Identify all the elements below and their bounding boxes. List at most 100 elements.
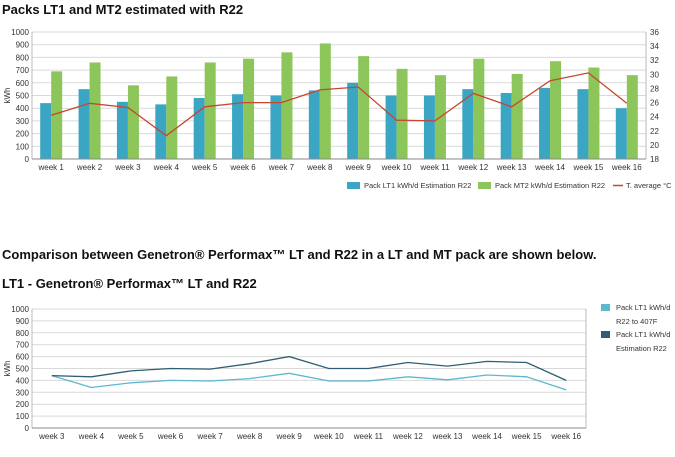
legend-swatch <box>347 182 360 189</box>
bar-lt1 <box>462 89 474 159</box>
legend-label: Pack LT1 kWh/d <box>616 303 670 312</box>
x-tick-label: week 15 <box>511 432 542 441</box>
legend-label: Pack LT1 kWh/d <box>616 330 670 339</box>
x-tick-label: week 2 <box>76 163 103 172</box>
x-tick-label: week 7 <box>196 432 223 441</box>
bar-mt2 <box>588 67 600 159</box>
bar-lt1 <box>500 92 512 159</box>
x-tick-label: week 6 <box>229 163 256 172</box>
bar-lt1 <box>116 101 128 159</box>
y-tick-label: 300 <box>16 388 30 397</box>
x-tick-label: week 11 <box>353 432 384 441</box>
y-axis-label: kWh <box>3 88 12 104</box>
y2-tick-label: 30 <box>650 70 659 79</box>
bar-mt2 <box>319 43 331 159</box>
legend-swatch <box>478 182 491 189</box>
legend-label: Estimation R22 <box>616 344 667 353</box>
y-tick-label: 500 <box>16 92 30 101</box>
x-tick-label: week 12 <box>457 163 488 172</box>
bar-lt1 <box>270 95 282 159</box>
y2-tick-label: 24 <box>650 113 659 122</box>
bar-lt1 <box>385 95 397 159</box>
x-tick-label: week 1 <box>38 163 65 172</box>
x-tick-label: week 4 <box>78 432 105 441</box>
bar-mt2 <box>511 73 523 159</box>
bar-mt2 <box>550 61 562 159</box>
x-tick-label: week 13 <box>432 432 463 441</box>
bar-mt2 <box>127 85 139 159</box>
bar-mt2 <box>166 76 178 159</box>
y-tick-label: 1000 <box>11 305 29 314</box>
x-tick-label: week 14 <box>534 163 565 172</box>
x-tick-label: week 14 <box>471 432 502 441</box>
y2-tick-label: 36 <box>650 28 659 37</box>
bar-lt1 <box>347 82 359 159</box>
y-tick-label: 1000 <box>11 28 29 37</box>
bar-mt2 <box>243 58 255 159</box>
y-tick-label: 800 <box>16 53 30 62</box>
y2-tick-label: 28 <box>650 84 659 93</box>
y-tick-label: 200 <box>16 130 30 139</box>
bar-mt2 <box>396 68 408 159</box>
bar-lt1 <box>615 108 627 159</box>
x-tick-label: week 11 <box>419 163 450 172</box>
chart2-svg: 0 100 200 300 400 500 600 700 800 900 1000 kWh week … <box>3 303 670 441</box>
y-tick-label: 700 <box>16 341 30 350</box>
x-tick-label: week 8 <box>236 432 263 441</box>
y-axis-label: kWh <box>3 361 12 377</box>
legend-label: R22 to 407F <box>616 317 658 326</box>
y-tick-label: 100 <box>16 412 30 421</box>
y-tick-label: 400 <box>16 376 30 385</box>
y-tick-label: 700 <box>16 66 30 75</box>
legend-swatch <box>601 304 610 311</box>
y-tick-label: 200 <box>16 400 30 409</box>
legend-swatch <box>601 331 610 338</box>
y2-tick-label: 26 <box>650 99 659 108</box>
y-tick-label: 100 <box>16 142 30 151</box>
x-tick-label: week 15 <box>573 163 604 172</box>
y2-tick-label: 34 <box>650 42 659 51</box>
bar-lt1 <box>539 87 551 159</box>
x-tick-label: week 16 <box>550 432 581 441</box>
bar-mt2 <box>89 62 101 160</box>
bar-lt1 <box>78 89 90 159</box>
bar-mt2 <box>51 71 63 159</box>
comparison-heading: Comparison between Genetron® Performax™ … <box>2 247 597 262</box>
y2-tick-label: 18 <box>650 155 659 164</box>
chart2-title: LT1 - Genetron® Performax™ LT and R22 <box>2 276 257 291</box>
x-tick-label: week 3 <box>114 163 141 172</box>
temperature-line <box>51 72 628 137</box>
x-tick-label: week 13 <box>496 163 527 172</box>
bar-lt1 <box>232 94 244 159</box>
x-tick-label: week 5 <box>191 163 218 172</box>
y-tick-label: 0 <box>25 155 30 164</box>
x-tick-label: week 9 <box>345 163 372 172</box>
bar-mt2 <box>204 62 216 160</box>
bar-lt1 <box>193 98 205 159</box>
legend-label: Pack LT1 kWh/d Estimation R22 <box>364 181 471 190</box>
series-line-2 <box>51 355 567 381</box>
y2-tick-label: 20 <box>650 141 659 150</box>
x-tick-label: week 8 <box>306 163 333 172</box>
y-tick-label: 600 <box>16 353 30 362</box>
x-tick-label: week 16 <box>611 163 642 172</box>
x-tick-label: week 10 <box>313 432 344 441</box>
legend-label: T. average °C <box>626 181 672 190</box>
y2-tick-label: 22 <box>650 127 659 136</box>
series-line-1 <box>51 372 567 391</box>
x-tick-label: week 6 <box>157 432 184 441</box>
x-tick-label: week 12 <box>392 432 423 441</box>
bar-lt1 <box>40 103 52 159</box>
bar-lt1 <box>577 89 589 159</box>
x-tick-label: week 3 <box>38 432 65 441</box>
y-tick-label: 800 <box>16 329 30 338</box>
bar-mt2 <box>473 58 485 159</box>
y-tick-label: 300 <box>16 117 30 126</box>
chart1-title: Packs LT1 and MT2 estimated with R22 <box>2 2 244 17</box>
x-tick-label: week 10 <box>381 163 412 172</box>
x-tick-label: week 5 <box>117 432 144 441</box>
y-tick-label: 400 <box>16 104 30 113</box>
y-tick-label: 900 <box>16 317 30 326</box>
y-tick-label: 600 <box>16 79 30 88</box>
legend-label: Pack MT2 kWh/d Estimation R22 <box>495 181 605 190</box>
